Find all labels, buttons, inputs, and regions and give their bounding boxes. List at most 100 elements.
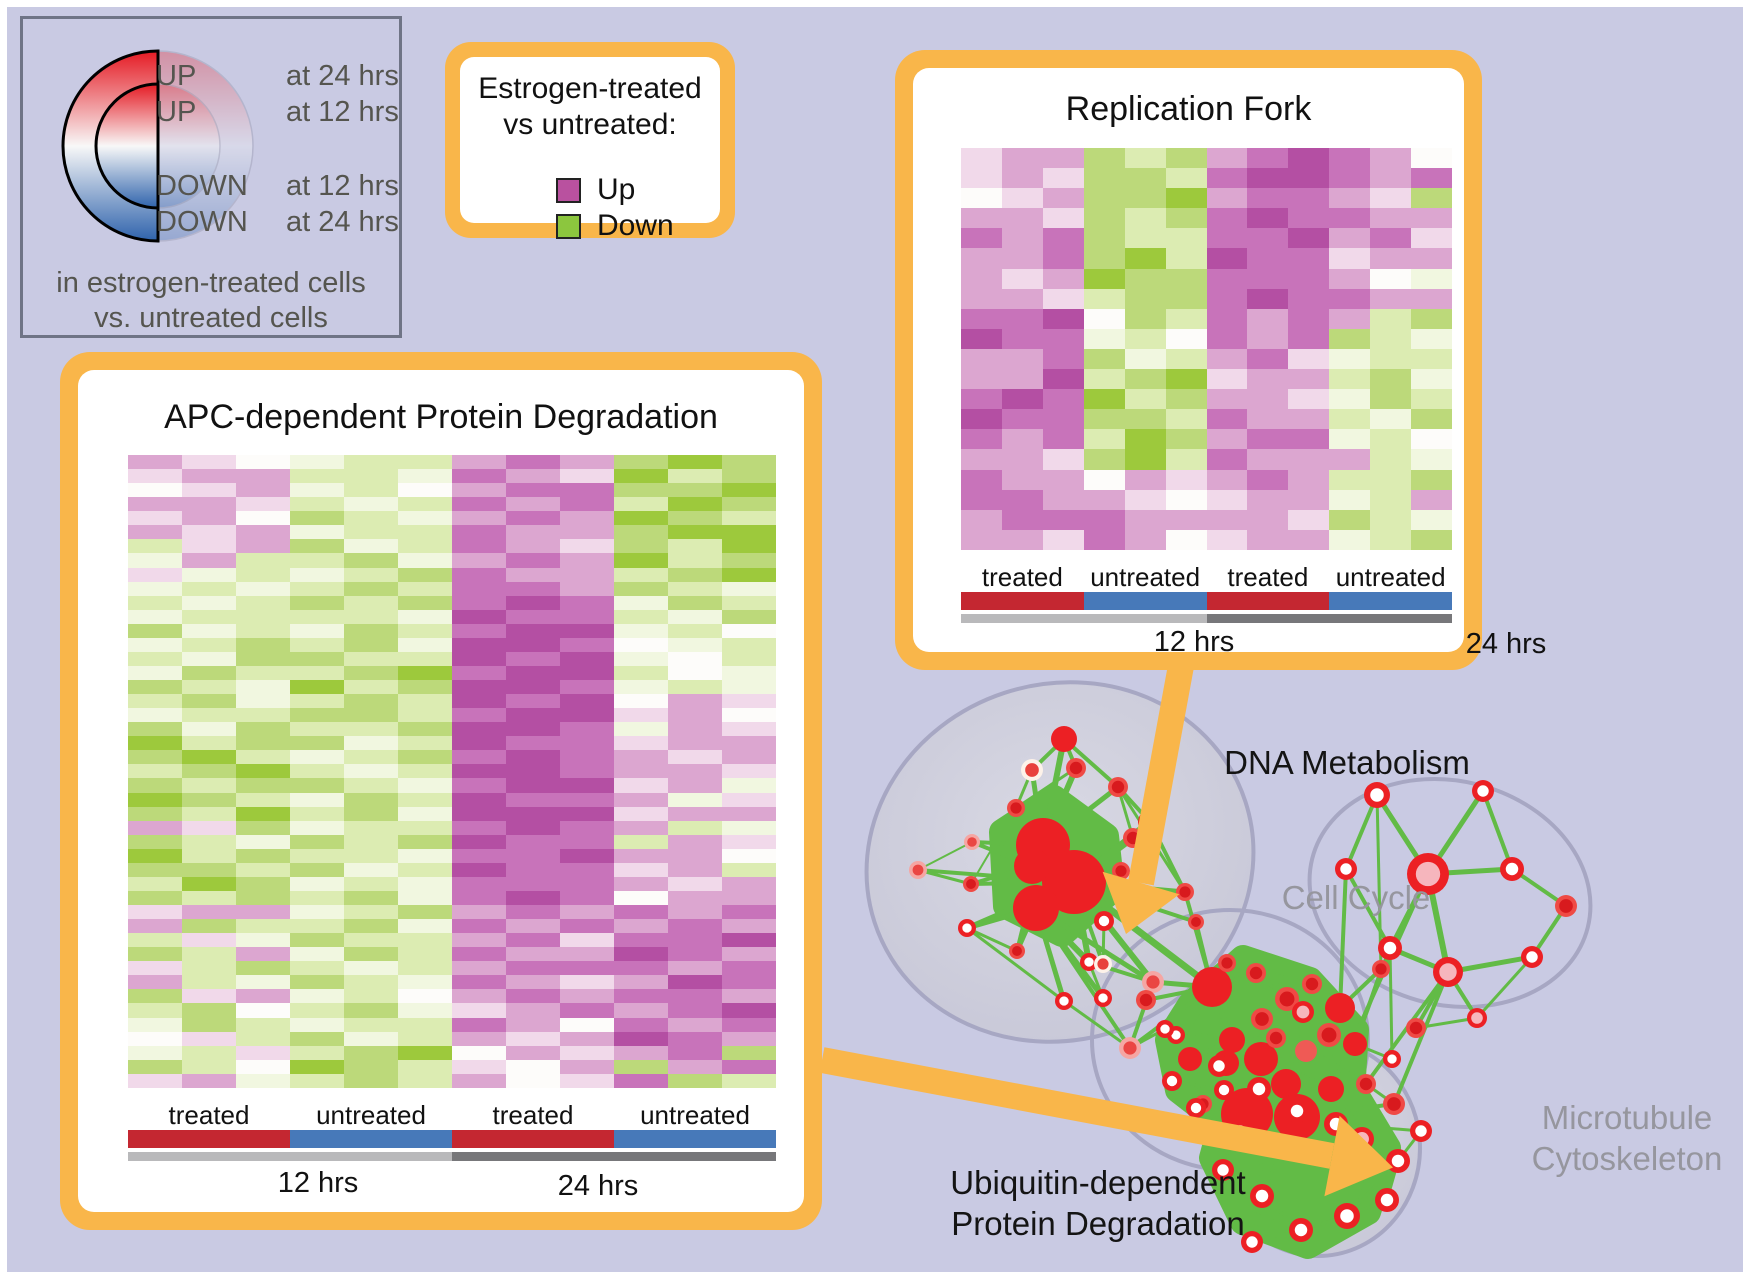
gene-node-47-center bbox=[1387, 1097, 1401, 1111]
gene-node-59-center bbox=[1505, 862, 1519, 876]
gene-node-29-center bbox=[1249, 966, 1263, 980]
gene-node-65-center bbox=[1471, 1012, 1483, 1024]
updown-direction-2: DOWN bbox=[156, 170, 248, 202]
estrogen-item-label: Down bbox=[597, 209, 674, 242]
gene-node-63-center bbox=[1526, 951, 1538, 963]
updown-caption-line2: vs. untreated cells bbox=[94, 302, 328, 334]
replication-fork-to-dna-arrowhead-icon bbox=[1102, 871, 1180, 934]
gene-node-46-center bbox=[1359, 1077, 1373, 1091]
apc-heatmap bbox=[128, 455, 776, 1088]
gene-node-2-center bbox=[1111, 780, 1125, 794]
apc-hrs-label-0: 12 hrs bbox=[277, 1167, 359, 1199]
gene-node-22-center bbox=[1098, 915, 1110, 927]
gene-node-28-center bbox=[1171, 1030, 1181, 1040]
estrogen-item-down: Down bbox=[556, 209, 674, 243]
cluster-label-1: Cell Cycle bbox=[1281, 879, 1431, 916]
rf-condition-label-0: treated bbox=[981, 562, 1063, 592]
gene-node-24-center bbox=[1123, 1041, 1137, 1055]
gene-node-76-center bbox=[1380, 1193, 1394, 1207]
gene-node-53-center bbox=[1269, 1031, 1283, 1045]
updown-direction-0: UP bbox=[156, 60, 197, 92]
gene-node-55-center bbox=[1370, 788, 1384, 802]
apc-hrs-label-1: 24 hrs bbox=[557, 1170, 639, 1202]
gene-node-79-center bbox=[1415, 1125, 1427, 1137]
rf-condition-label-1: untreated bbox=[1090, 562, 1201, 592]
rf-time-bars bbox=[961, 614, 1452, 623]
updown-time-0: at 24 hrs bbox=[286, 60, 399, 92]
up-color-swatch bbox=[556, 177, 581, 203]
gene-node-50-center bbox=[1375, 963, 1387, 975]
gene-node-5-center bbox=[912, 864, 924, 876]
gene-node-36-center bbox=[1160, 1024, 1170, 1034]
rf-heatmap bbox=[961, 148, 1453, 550]
apc-time-bars bbox=[128, 1152, 776, 1161]
gene-node-39-center bbox=[1166, 1075, 1178, 1087]
apc-condition-labels: treated untreated treated untreated bbox=[128, 1100, 776, 1131]
gene-node-6-center bbox=[966, 879, 976, 889]
updown-time-3: at 24 hrs bbox=[286, 206, 399, 238]
gene-node-1-center bbox=[1069, 761, 1083, 775]
apc-condition-label-3: untreated bbox=[640, 1100, 750, 1130]
gene-node-60-center bbox=[1559, 899, 1573, 913]
gene-node-38 bbox=[1178, 1047, 1202, 1071]
gene-node-7-center bbox=[962, 923, 972, 933]
gene-node-42 bbox=[1271, 1069, 1301, 1099]
gene-node-58-center bbox=[1415, 861, 1441, 887]
panel-arrows bbox=[819, 652, 1393, 1197]
gene-node-14 bbox=[1014, 848, 1050, 884]
gene-node-61-center bbox=[1383, 941, 1397, 955]
gene-node-41 bbox=[1244, 1042, 1278, 1076]
gene-node-0-center bbox=[1025, 763, 1039, 777]
gene-node-10-center bbox=[1059, 996, 1069, 1006]
rf-panel-title: Replication Fork bbox=[1065, 90, 1312, 128]
gene-node-57-center bbox=[1340, 863, 1352, 875]
down-color-swatch bbox=[556, 213, 581, 239]
gene-node-70-center bbox=[1391, 1154, 1405, 1168]
gene-node-81-center bbox=[1296, 1005, 1310, 1019]
gene-node-54-center bbox=[1218, 1084, 1230, 1096]
gene-node-3-center bbox=[1010, 802, 1022, 814]
apc-condition-label-0: treated bbox=[168, 1100, 250, 1130]
gene-node-23-center bbox=[1146, 975, 1160, 989]
cluster-label-3: Ubiquitin-dependent Protein Degradation bbox=[950, 1164, 1246, 1242]
gene-node-9-center bbox=[1084, 957, 1094, 967]
apc-condition-label-1: untreated bbox=[316, 1100, 426, 1130]
gene-node-72-center bbox=[1217, 1164, 1229, 1176]
rf-condition-label-3: untreated bbox=[1335, 562, 1446, 592]
estrogen-legend-title: Estrogen-treated vs untreated: bbox=[460, 71, 720, 143]
gene-node-62-center bbox=[1439, 963, 1457, 981]
updown-direction-1: UP bbox=[156, 96, 197, 128]
rf-condition-label-2: treated bbox=[1227, 562, 1309, 592]
rf-hrs-label-0: 12 hrs bbox=[1153, 626, 1235, 658]
gene-node-31-center bbox=[1279, 991, 1295, 1007]
updown-direction-3: DOWN bbox=[156, 206, 248, 238]
gene-node-20-center bbox=[1179, 886, 1191, 898]
apc-to-ubiquitin-arrowhead-icon bbox=[1324, 1115, 1393, 1197]
gene-node-73-center bbox=[1255, 1189, 1269, 1203]
estrogen-legend: Estrogen-treated vs untreated: Up Down bbox=[445, 42, 735, 242]
gene-node-49-center bbox=[1387, 1054, 1397, 1064]
gene-node-15 bbox=[1013, 885, 1059, 931]
rf-panel: Replication Fork treated untreated treated u… bbox=[895, 50, 1546, 670]
gene-node-74-center bbox=[1294, 1223, 1308, 1237]
gene-node-45 bbox=[1318, 1076, 1344, 1102]
gene-node-56-center bbox=[1477, 785, 1489, 797]
gene-node-25 bbox=[1192, 967, 1232, 1007]
estrogen-legend-title-line1: Estrogen-treated bbox=[478, 72, 702, 105]
apc-condition-label-2: treated bbox=[492, 1100, 574, 1130]
updown-caption-line1: in estrogen-treated cells bbox=[56, 267, 366, 299]
gene-node-67-center bbox=[1252, 1082, 1266, 1096]
gene-node-11-center bbox=[1098, 993, 1108, 1003]
updown-time-2: at 12 hrs bbox=[286, 170, 399, 202]
estrogen-item-label: Up bbox=[597, 173, 636, 206]
cluster-label-0: DNA Metabolism bbox=[1224, 744, 1470, 781]
updown-legend: UP at 24 hrs UP at 12 hrs DOWN at 12 hrs DOWN a… bbox=[20, 16, 402, 338]
gene-node-34-center bbox=[1255, 1012, 1269, 1026]
gene-node-66-center bbox=[1213, 1060, 1225, 1072]
gene-node-52 bbox=[1295, 1040, 1317, 1062]
gene-node-35 bbox=[1219, 1027, 1245, 1053]
estrogen-legend-title-line2: vs untreated: bbox=[503, 108, 677, 141]
gene-node-75-center bbox=[1340, 1209, 1354, 1223]
network-nodes bbox=[909, 726, 1577, 1253]
